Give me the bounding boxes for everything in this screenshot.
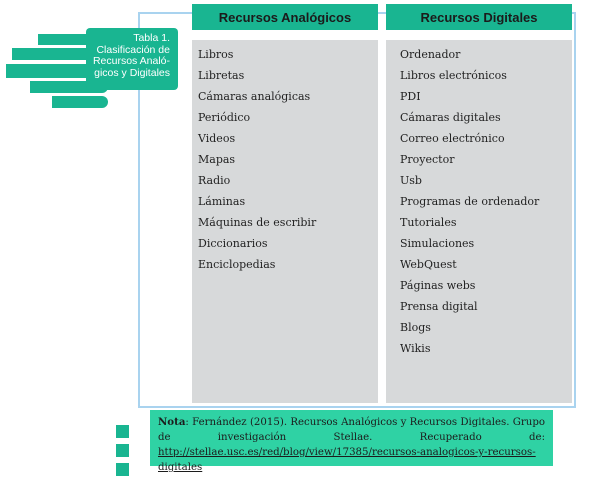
table-number: Tabla 1.	[133, 32, 170, 44]
list-item: Diccionarios	[198, 237, 268, 250]
list-item: Correo electrónico	[400, 132, 505, 145]
list-item: Ordenador	[400, 48, 461, 61]
tag-stripe-1	[38, 34, 108, 45]
list-item: Simulaciones	[400, 237, 475, 250]
tag-stripe-2	[12, 48, 108, 60]
list-item: Máquinas de escribir	[198, 216, 317, 229]
table-caption: Tabla 1. Clasificación de Recursos Analó…	[86, 28, 178, 90]
list-item: PDI	[400, 90, 421, 103]
list-item: Mapas	[198, 153, 236, 166]
list-item: Prensa digital	[400, 300, 478, 313]
list-item: Tutoriales	[400, 216, 457, 229]
list-item: Wikis	[400, 342, 431, 355]
list-item: Enciclopedias	[198, 258, 276, 271]
list-item: Cámaras analógicas	[198, 90, 311, 103]
digital-resource-list: Ordenador Libros electrónicos PDI Cámara…	[400, 48, 572, 363]
list-item: Páginas webs	[400, 279, 476, 292]
column-analog: Libros Libretas Cámaras analógicas Perió…	[192, 40, 378, 403]
column-digital: Ordenador Libros electrónicos PDI Cámara…	[386, 40, 572, 403]
tag-stripe-5	[52, 96, 108, 108]
list-item: Programas de ordenador	[400, 195, 540, 208]
table-title: Clasificación de Recursos Analó-gicos y …	[92, 43, 170, 79]
column-header-analog: Recursos Analógicos	[192, 4, 378, 30]
list-item: Blogs	[400, 321, 431, 334]
decorative-square-1	[116, 425, 129, 438]
list-item: Videos	[198, 132, 236, 145]
note-label: Nota	[158, 416, 186, 428]
list-item: Cámaras digitales	[400, 111, 501, 124]
tag-stripe-3	[6, 64, 108, 78]
list-item: Proyector	[400, 153, 455, 166]
list-item: Periódico	[198, 111, 251, 124]
analog-resource-list: Libros Libretas Cámaras analógicas Perió…	[198, 48, 378, 279]
note-text: : Fernández (2015). Recursos Analógicos …	[158, 417, 545, 443]
list-item: Usb	[400, 174, 422, 187]
decorative-square-3	[116, 463, 129, 476]
decorative-square-2	[116, 444, 129, 457]
source-note: Nota: Fernández (2015). Recursos Analógi…	[150, 410, 553, 473]
list-item: Radio	[198, 174, 231, 187]
source-link[interactable]: http://stellae.usc.es/red/blog/view/1738…	[158, 447, 536, 473]
list-item: Libretas	[198, 69, 245, 82]
list-item: Libros electrónicos	[400, 69, 507, 82]
list-item: Libros	[198, 48, 234, 61]
column-header-digital: Recursos Digitales	[386, 4, 572, 30]
list-item: WebQuest	[400, 258, 457, 271]
list-item: Láminas	[198, 195, 246, 208]
